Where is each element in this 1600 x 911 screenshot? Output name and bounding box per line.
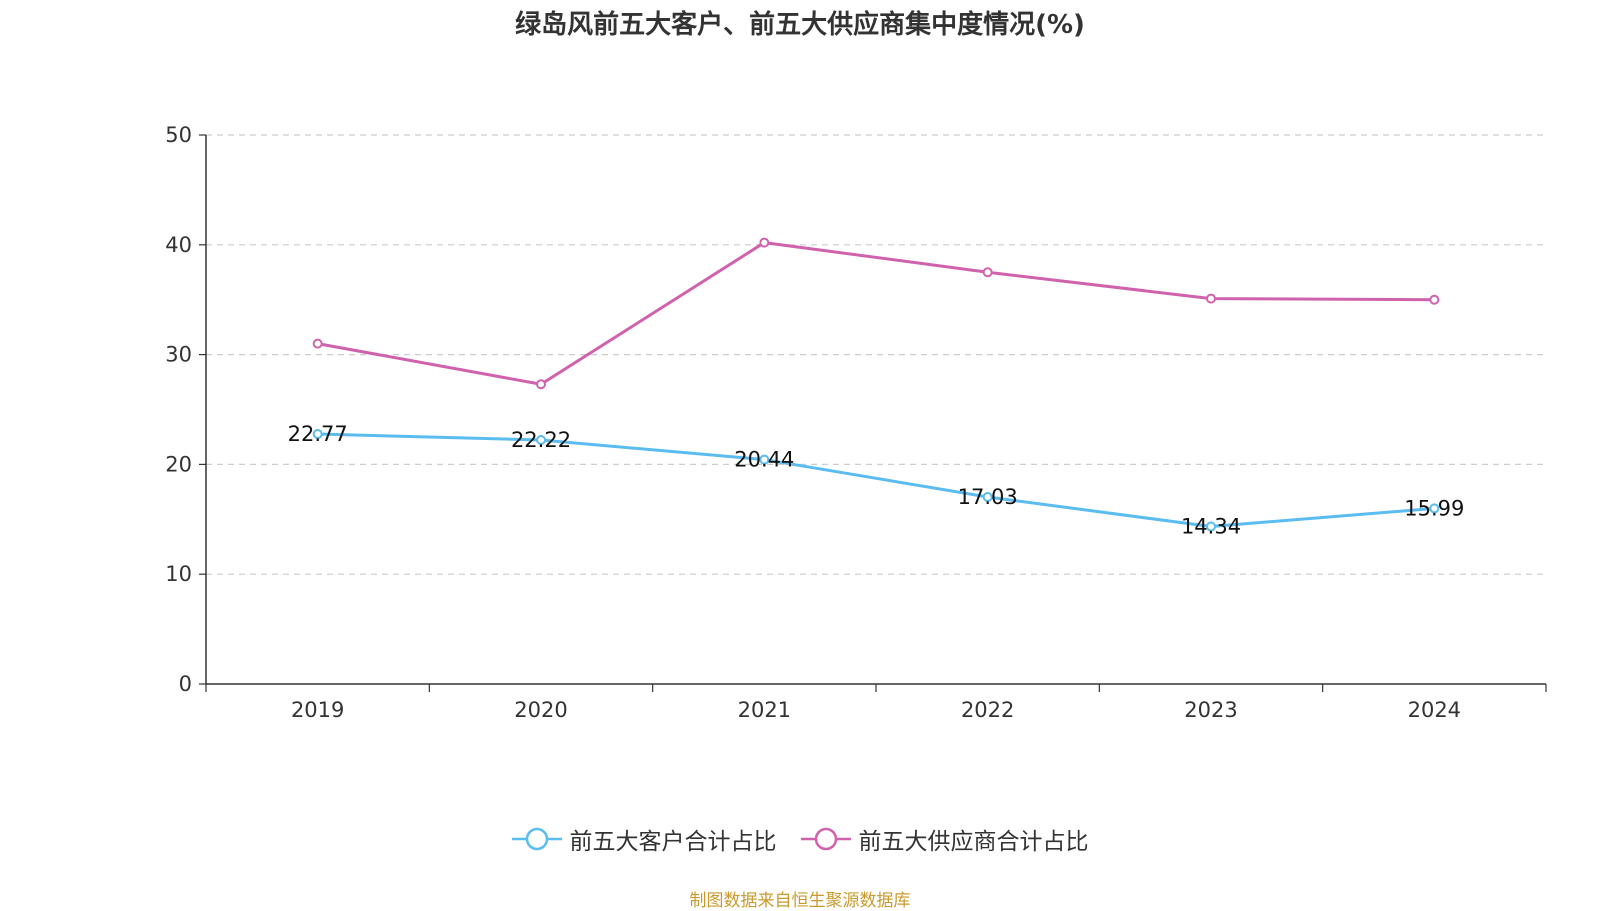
point-s1-2021 (759, 237, 770, 248)
x-tick-label-2023: 2023 (1184, 698, 1237, 722)
x-tick-label-2024: 2024 (1408, 698, 1461, 722)
y-tick-label-20: 20 (165, 452, 192, 476)
point-s0-2023 (1206, 521, 1216, 532)
data-label-s0-2022: 17.03 (958, 485, 1018, 509)
x-tick-label-2019: 2019 (291, 698, 344, 722)
point-s1-2020 (536, 379, 546, 390)
point-s0-2021 (759, 454, 770, 465)
point-s0-2024 (1429, 503, 1440, 514)
point-s0-2019 (312, 428, 323, 439)
legend-marker-suppliers-icon (800, 827, 851, 851)
x-tick-label-2022: 2022 (961, 698, 1014, 722)
y-tick-label-30: 30 (165, 343, 192, 367)
source-note: 制图数据来自恒生聚源数据库 (689, 891, 911, 911)
legend-marker-customers-icon (511, 827, 562, 851)
y-tick-label-0: 0 (179, 672, 192, 696)
point-s0-2022 (982, 492, 993, 503)
series-line-1 (317, 241, 1435, 386)
data-labels: 22.77 22.22 20.44 17.03 14.34 15.99 (288, 422, 1465, 539)
data-label-s0-2024: 15.99 (1404, 496, 1464, 520)
x-tick-label-2021: 2021 (738, 698, 791, 722)
point-s0-2020 (536, 435, 546, 446)
y-tick-label-40: 40 (165, 233, 192, 257)
point-s1-2023 (1206, 293, 1216, 304)
gridlines (206, 134, 1546, 575)
y-tick-label-50: 50 (165, 123, 192, 147)
point-s1-2022 (982, 267, 993, 278)
point-s1-2024 (1429, 294, 1440, 305)
data-label-s0-2023: 14.34 (1181, 515, 1241, 539)
legend: 前五大客户合计占比 前五大供应商合计占比 (0, 822, 1600, 856)
legend-item-suppliers[interactable]: 前五大供应商合计占比 (800, 822, 1089, 856)
axes: 0 10 20 30 40 50 2019 2020 2021 2022 2023 2024 (165, 123, 1547, 722)
data-label-s0-2021: 20.44 (734, 448, 794, 472)
series-line-0 (317, 432, 1435, 529)
legend-label-customers: 前五大客户合计占比 (569, 829, 777, 855)
point-s1-2019 (312, 338, 323, 349)
legend-item-customers[interactable]: 前五大客户合计占比 (511, 822, 777, 856)
y-tick-label-10: 10 (165, 562, 192, 586)
series-lines (312, 237, 1440, 532)
x-tick-label-2020: 2020 (514, 698, 567, 722)
chart-title: 绿岛风前五大客户、前五大供应商集中度情况(%) (515, 10, 1085, 40)
legend-label-suppliers: 前五大供应商合计占比 (858, 829, 1089, 855)
data-label-s0-2019: 22.77 (288, 422, 348, 446)
data-label-s0-2020: 22.22 (511, 428, 571, 452)
